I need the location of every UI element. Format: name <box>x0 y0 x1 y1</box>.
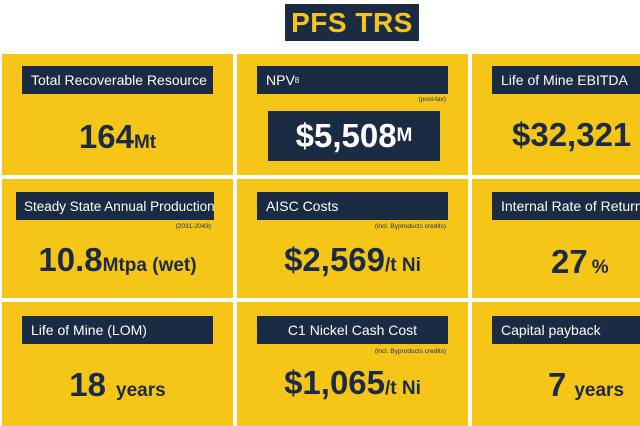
card-label: Life of Mine (LOM) <box>22 316 213 344</box>
value-unit: years <box>116 380 166 401</box>
value-unit: /t Ni <box>385 255 421 276</box>
card-value: $1,065/t Ni <box>237 364 468 402</box>
card-label: Capital payback <box>492 316 640 344</box>
card-note: (post-tax) <box>418 96 446 103</box>
value-number: 18 <box>69 366 107 403</box>
card-steady-state-annual-production: Steady State Annual Production (2031-204… <box>2 179 233 298</box>
card-c1-nickel-cash-cost: C1 Nickel Cash Cost (incl. Byproducts cr… <box>237 302 468 426</box>
card-life-of-mine-lom: Life of Mine (LOM) 18 years <box>2 302 233 426</box>
card-note: (incl. Byproducts credits) <box>374 348 446 355</box>
value-unit: years <box>574 380 625 401</box>
card-value: $2,569/t Ni <box>237 241 468 279</box>
value-number: $5,508 <box>295 117 397 154</box>
value-number: 10.8 <box>38 241 103 278</box>
value-number: 27 <box>551 243 588 280</box>
value-number: $1,065 <box>284 364 386 401</box>
value-unit: M <box>396 125 413 146</box>
card-value: 164Mt <box>2 118 233 156</box>
value-unit: Mtpa (wet) <box>102 255 197 276</box>
card-npv: NPV 8 (post-tax) $5,508 M <box>237 54 468 175</box>
card-value: 7 years <box>548 366 640 404</box>
value-unit: % <box>591 257 609 278</box>
value-number: $2,569 <box>284 241 386 278</box>
value-unit: Mt <box>133 132 157 153</box>
card-total-recoverable-resource: Total Recoverable Resource 164Mt <box>2 54 233 175</box>
card-label: AISC Costs <box>257 192 448 220</box>
card-label: Total Recoverable Resource <box>22 66 213 94</box>
npv-value-box: $5,508 M <box>268 111 440 161</box>
value-number: $32,321 <box>512 116 632 153</box>
card-value: 10.8Mtpa (wet) <box>2 241 233 279</box>
value-number: 7 <box>548 366 567 403</box>
page-title: PFS TRS <box>285 4 419 41</box>
card-note: (incl. Byproducts credits) <box>374 223 446 230</box>
label-text: NPV <box>266 72 295 88</box>
card-label: Internal Rate of Return <box>492 192 640 220</box>
card-label: Steady State Annual Production <box>16 192 214 220</box>
metrics-grid: Total Recoverable Resource 164Mt NPV 8 (p… <box>0 54 640 426</box>
card-label: Life of Mine EBITDA <box>492 66 640 94</box>
label-footnote: 8 <box>294 75 300 85</box>
card-value: 27% <box>551 243 640 281</box>
card-value: 18 years <box>2 366 233 404</box>
card-aisc-costs: AISC Costs (incl. Byproducts credits) $2… <box>237 179 468 298</box>
card-label: NPV 8 <box>257 66 448 94</box>
card-internal-rate-of-return: Internal Rate of Return 27% <box>472 179 640 298</box>
value-number: 164 <box>78 118 134 155</box>
card-life-of-mine-ebitda: Life of Mine EBITDA $32,321 <box>472 54 640 175</box>
card-label: C1 Nickel Cash Cost <box>257 316 448 344</box>
card-capital-payback: Capital payback 7 years <box>472 302 640 426</box>
card-note: (2031-2043) <box>175 223 211 230</box>
card-value: $32,321 <box>512 116 640 154</box>
value-unit: /t Ni <box>385 378 421 399</box>
